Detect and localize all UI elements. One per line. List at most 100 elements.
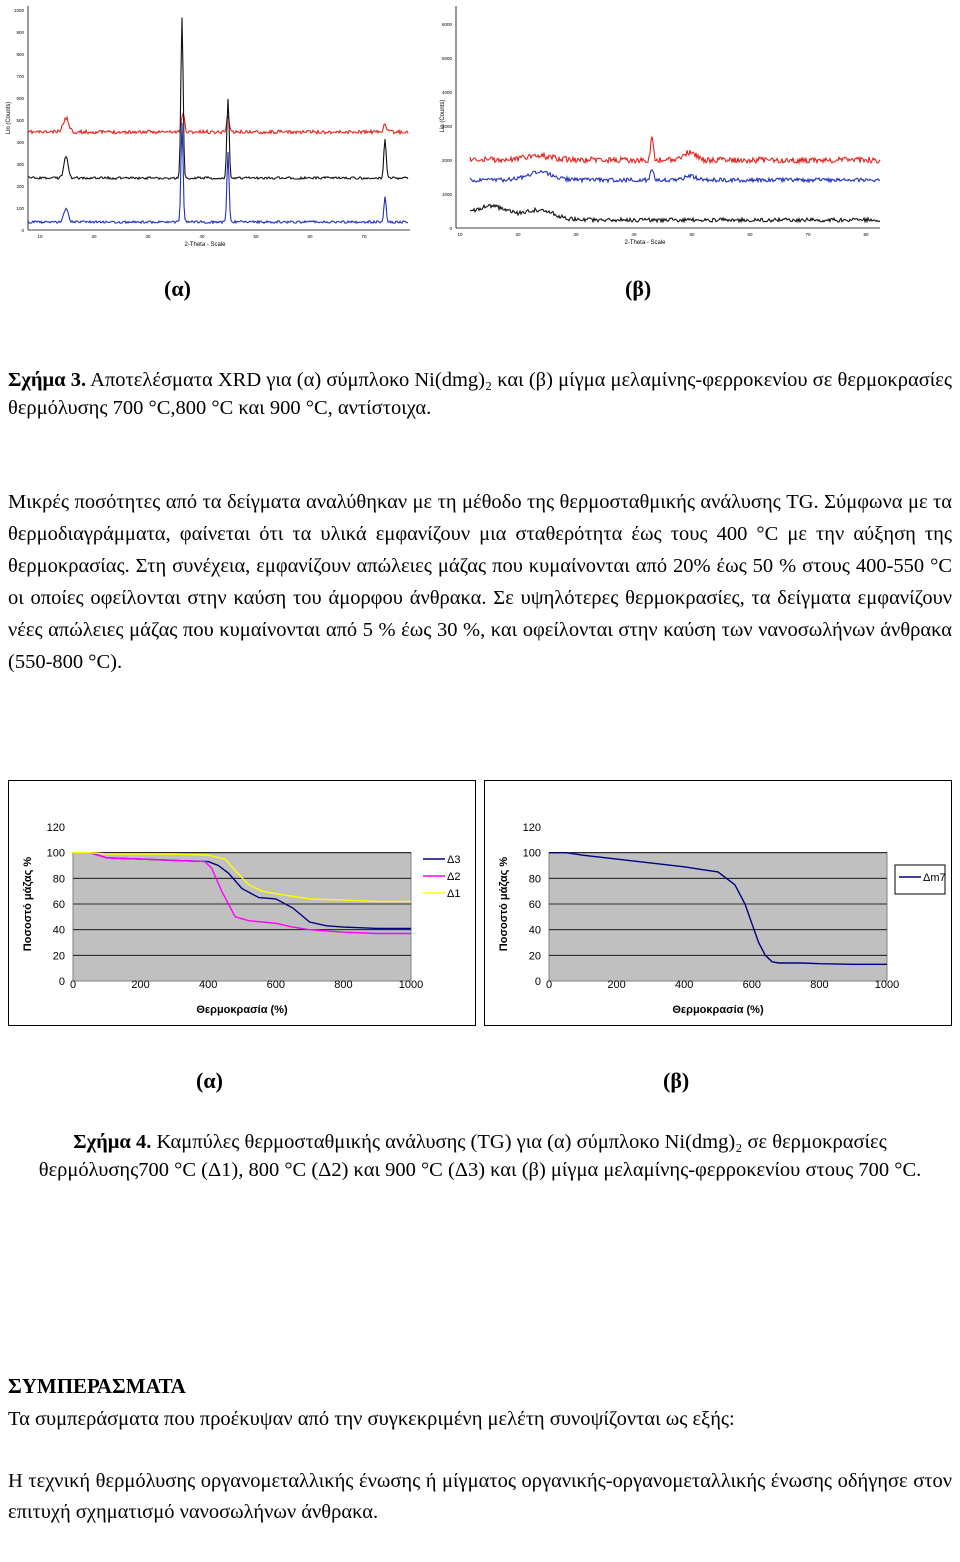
figure3-sublabel-a: (α) <box>164 276 191 301</box>
tg-b-xlabel: Θερμοκρασία (%) <box>672 1004 764 1016</box>
tg-a-ytick-120: 120 <box>47 822 65 834</box>
xrd-b-ytick-4000: 4000 <box>442 90 453 95</box>
xrd-chart-b: 0 1000 2000 3000 4000 5000 6000 10 20 30 40 50 60 70 8… <box>430 0 890 250</box>
xrd-b-xtick-60: 60 <box>747 232 753 237</box>
xrd-b-ytick-6000: 6000 <box>442 22 453 27</box>
tg-a-ytick-60: 60 <box>53 899 65 911</box>
body-paragraph: Μικρές ποσότητες από τα δείγματα αναλύθη… <box>8 491 952 673</box>
tg-a-xtick-800: 800 <box>334 979 352 991</box>
xrd-a-trace-red <box>27 111 409 136</box>
xrd-a-xtick-60: 60 <box>307 234 313 239</box>
tg-b-ytick-100: 100 <box>523 848 541 860</box>
xrd-a-ylabel: Lin (Counts) <box>6 102 12 135</box>
xrd-b-xtick-20: 20 <box>515 232 521 237</box>
tg-a-series-3-line <box>73 851 411 903</box>
xrd-a-trace-blue <box>27 122 409 225</box>
xrd-a-xtick-20: 20 <box>91 234 97 239</box>
xrd-a-xtick-10: 10 <box>37 234 43 239</box>
tg-b-ytick-60: 60 <box>529 899 541 911</box>
xrd-b-xtick-30: 30 <box>573 232 579 237</box>
tg-a-series-2-line <box>73 851 411 935</box>
conclusions-paragraph-1: Τα συμπεράσματα που προέκυψαν από την συ… <box>8 1408 735 1430</box>
xrd-b-xtick-10: 10 <box>457 232 463 237</box>
tg-a-legend-label-3: Δ1 <box>447 888 460 900</box>
tg-b-plot-area <box>548 852 888 982</box>
xrd-b-xlabel: 2-Theta - Scale <box>624 240 666 246</box>
xrd-a-ytick-0: 0 <box>21 228 24 233</box>
xrd-a-xlabel: 2-Theta - Scale <box>184 242 226 248</box>
tg-b-ylabel: Ποσοστό μάζας % <box>498 857 510 952</box>
xrd-a-ytick-200: 200 <box>16 184 24 189</box>
tg-a-ytick-20: 20 <box>53 950 65 962</box>
tg-b-xtick-400: 400 <box>675 979 693 991</box>
figure3-caption: Σχήμα 3. Αποτελέσματα XRD για (α) σύμπλο… <box>8 366 952 422</box>
figure3-sublabel-b: (β) <box>625 276 652 301</box>
xrd-b-ytick-1000: 1000 <box>442 192 453 197</box>
tg-a-ytick-80: 80 <box>53 873 65 885</box>
xrd-a-xtick-70: 70 <box>361 234 367 239</box>
figure4-caption-label: Σχήμα 4. <box>73 1131 152 1153</box>
tg-a-xtick-0: 0 <box>70 979 76 991</box>
xrd-a-ytick-400: 400 <box>16 140 24 145</box>
tg-a-xtick-1000: 1000 <box>399 979 423 991</box>
xrd-b-xtick-50: 50 <box>689 232 695 237</box>
figure4-sublabel-a: (α) <box>196 1068 223 1093</box>
xrd-a-ytick-100: 100 <box>16 206 24 211</box>
tg-a-legend-box <box>419 847 469 910</box>
tg-a-plot-area <box>72 852 412 982</box>
tg-b-ytick-40: 40 <box>529 925 541 937</box>
figure4-sublabel-b: (β) <box>663 1068 690 1093</box>
tg-a-xlabel: Θερμοκρασία (%) <box>196 1004 288 1016</box>
tg-a-legend-label-1: Δ3 <box>447 854 460 866</box>
tg-plot-b: 0 20 40 60 80 100 120 0 200 400 600 800 1000 Θερμοκρα… <box>498 822 946 1016</box>
tg-plot-a: 0 20 40 60 80 100 120 0 200 400 600 800 1000 Θερμοκρα… <box>22 822 469 1016</box>
conclusions-paragraph-2: Η τεχνική θερμόλυσης οργανομεταλλικής έν… <box>8 1470 952 1523</box>
xrd-a-xtick-50: 50 <box>253 234 259 239</box>
tg-b-series-1-line <box>549 851 887 966</box>
tg-a-ytick-40: 40 <box>53 925 65 937</box>
figure3-caption-text: Αποτελέσματα XRD για (α) σύμπλοκο Ni(dmg… <box>8 369 952 419</box>
tg-b-legend-box <box>894 864 946 895</box>
tg-b-xtick-600: 600 <box>743 979 761 991</box>
xrd-b-trace-red <box>469 136 881 165</box>
xrd-b-ytick-2000: 2000 <box>442 158 453 163</box>
tg-chart-a: 0 20 40 60 80 100 120 0 200 400 600 800 1000 Θερμοκρα… <box>8 780 476 1026</box>
xrd-b-trace-black <box>469 203 881 224</box>
tg-a-ytick-0: 0 <box>59 976 65 988</box>
tg-b-ytick-20: 20 <box>529 950 541 962</box>
xrd-a-xtick-30: 30 <box>145 234 151 239</box>
conclusions-heading: ΣΥΜΠΕΡΑΣΜΑΤΑ <box>8 1374 186 1398</box>
xrd-a-ytick-900: 900 <box>16 30 24 35</box>
xrd-a-trace-black <box>28 17 409 181</box>
xrd-b-ytick-5000: 5000 <box>442 56 453 61</box>
xrd-b-ylabel: Lin (Counts) <box>440 100 446 133</box>
xrd-chart-a: 0 100 200 300 400 500 600 700 800 900 1000 10 20 30 40… <box>0 0 420 250</box>
tg-a-xtick-200: 200 <box>131 979 149 991</box>
xrd-b-xtick-80: 80 <box>863 232 869 237</box>
xrd-plot-b: 0 1000 2000 3000 4000 5000 6000 10 20 30 40 50 60 70 8… <box>440 6 881 246</box>
xrd-a-ytick-500: 500 <box>16 118 24 123</box>
xrd-a-ytick-600: 600 <box>16 96 24 101</box>
xrd-b-xtick-70: 70 <box>805 232 811 237</box>
xrd-a-ytick-300: 300 <box>16 162 24 167</box>
tg-a-ylabel: Ποσοστό μάζας % <box>22 857 34 952</box>
figure4-caption: Σχήμα 4. Καμπύλες θερμοσταθμικής ανάλυση… <box>30 1128 930 1184</box>
xrd-b-ytick-0: 0 <box>449 226 452 231</box>
xrd-a-ytick-1000: 1000 <box>14 8 25 13</box>
xrd-plot-a: 0 100 200 300 400 500 600 700 800 900 1000 10 20 30 40… <box>6 6 410 248</box>
tg-b-ytick-0: 0 <box>535 976 541 988</box>
tg-a-xtick-600: 600 <box>267 979 285 991</box>
xrd-b-ytick-3000: 3000 <box>442 124 453 129</box>
figure4-caption-text: Καμπύλες θερμοσταθμικής ανάλυσης (TG) γι… <box>38 1131 922 1181</box>
tg-b-legend-label-1: Δm7 <box>923 872 946 884</box>
tg-b-ytick-80: 80 <box>529 873 541 885</box>
tg-b-xtick-0: 0 <box>546 979 552 991</box>
tg-b-xtick-800: 800 <box>810 979 828 991</box>
tg-b-xtick-1000: 1000 <box>875 979 899 991</box>
tg-chart-b: 0 20 40 60 80 100 120 0 200 400 600 800 1000 Θερμοκρα… <box>484 780 952 1026</box>
tg-b-xtick-200: 200 <box>607 979 625 991</box>
xrd-b-xtick-40: 40 <box>631 232 637 237</box>
tg-a-xtick-400: 400 <box>199 979 217 991</box>
figure3-caption-label: Σχήμα 3. <box>8 369 87 391</box>
tg-a-ytick-100: 100 <box>47 848 65 860</box>
